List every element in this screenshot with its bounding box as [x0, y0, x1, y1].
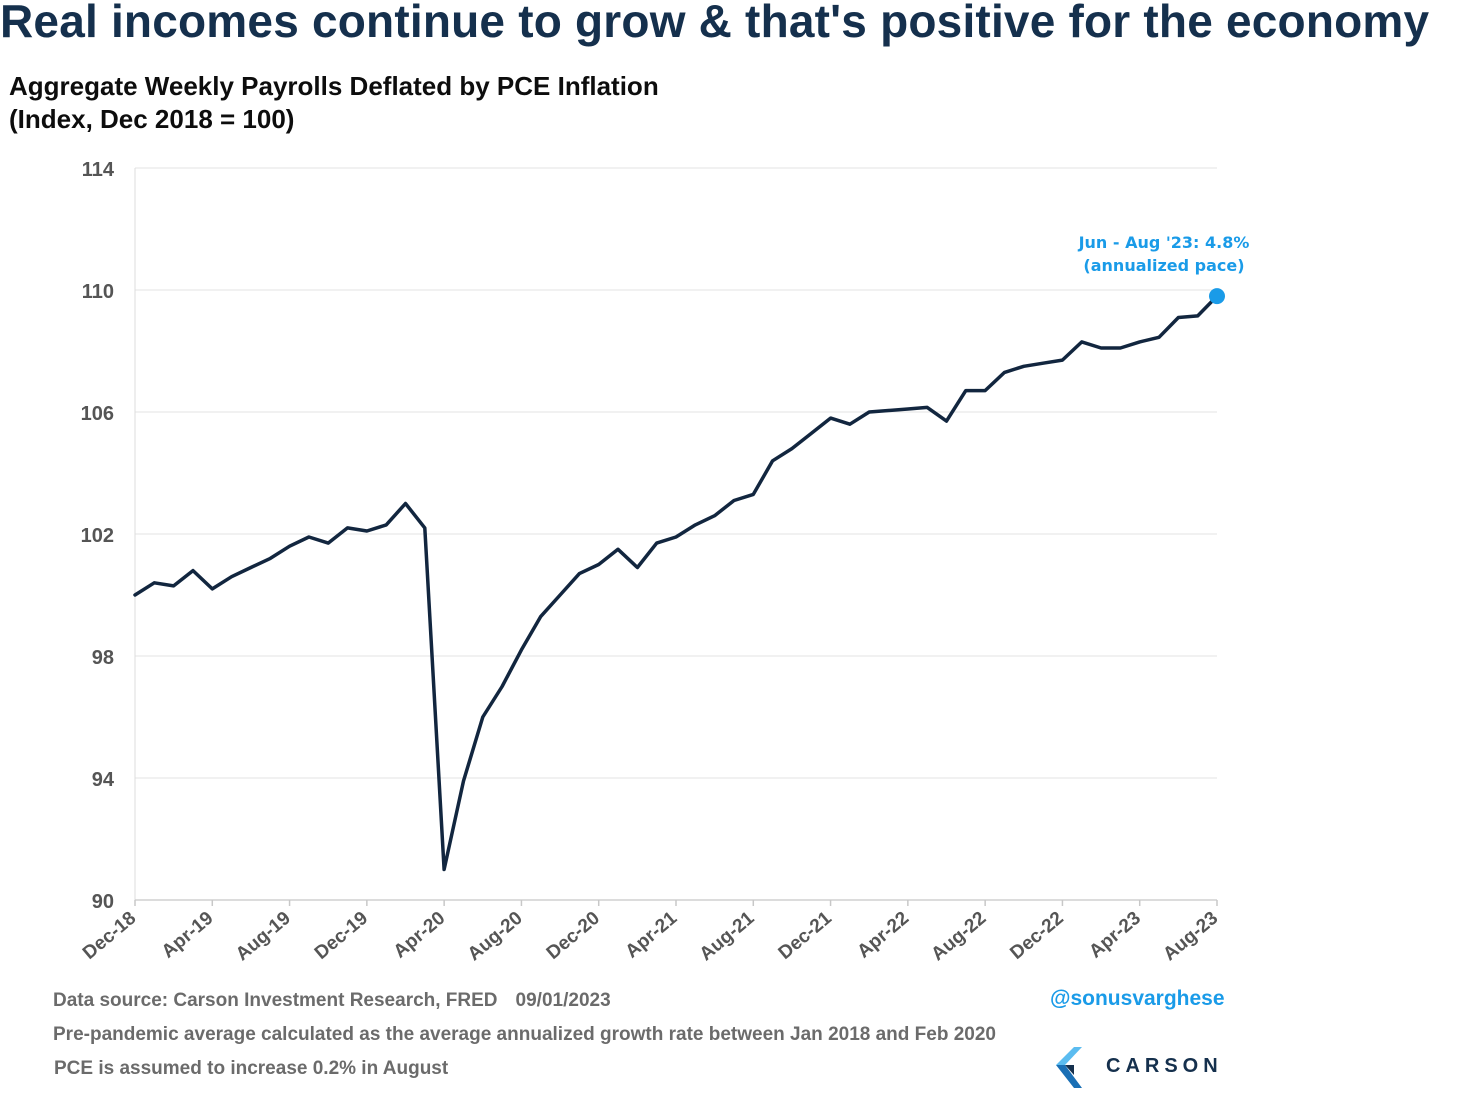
y-tick-label: 90	[92, 891, 114, 913]
series	[133, 288, 1225, 872]
x-tick-label: Apr-23	[1085, 908, 1145, 963]
y-tick-label: 106	[81, 403, 114, 425]
carson-logo-icon	[1056, 1047, 1082, 1088]
author-handle: @sonusvarghese	[1050, 987, 1225, 1010]
x-tick-label: Dec-22	[1006, 908, 1067, 964]
logo-wordmark: CARSON	[1106, 1055, 1223, 1077]
x-tick-label: Aug-21	[696, 907, 759, 965]
y-tick-label: 94	[92, 769, 115, 791]
x-tick-label: Aug-20	[464, 908, 527, 965]
annotation-line-2: (annualized pace)	[1083, 256, 1244, 275]
x-tick-label: Aug-23	[1159, 908, 1222, 965]
x-tick-label: Apr-20	[390, 908, 450, 963]
source-text: Data source: Carson Investment Research,…	[53, 990, 498, 1011]
x-tick-label: Aug-22	[928, 908, 991, 965]
x-tick-label: Apr-21	[622, 907, 682, 962]
x-tick-label: Dec-21	[775, 907, 837, 963]
y-axis-ticks: 114 110 106 102 98 94 90	[81, 159, 115, 913]
annotation-line-1: Jun - Aug '23: 4.8%	[1078, 233, 1250, 252]
y-tick-label: 110	[82, 281, 114, 303]
y-tick-label: 98	[92, 647, 114, 669]
x-axis-ticks: Dec-18 Apr-19 Aug-19 Dec-19 Apr-20 Aug-20 Dec-…	[79, 900, 1222, 965]
x-tick-label: Apr-19	[158, 908, 218, 963]
highlight-point	[1209, 288, 1225, 305]
x-tick-label: Dec-18	[79, 908, 140, 964]
headline: Real incomes continue to grow & that's p…	[0, 0, 1430, 47]
footer-note-1: Pre-pandemic average calculated as the a…	[53, 1024, 996, 1045]
gridlines	[135, 167, 1217, 779]
chart-title: Aggregate Weekly Payrolls Deflated by PC…	[9, 71, 659, 101]
y-tick-label: 114	[82, 159, 115, 181]
x-tick-label: Dec-20	[543, 908, 604, 964]
series-line	[133, 294, 1219, 872]
x-tick-label: Dec-19	[311, 908, 372, 964]
source-date: 09/01/2023	[515, 990, 611, 1011]
x-tick-label: Aug-19	[232, 908, 295, 965]
x-tick-label: Apr-22	[853, 908, 913, 963]
chart-subtitle: (Index, Dec 2018 = 100)	[9, 104, 295, 134]
footer-note-2: PCE is assumed to increase 0.2% in Augus…	[54, 1058, 449, 1079]
chart-title-block: Aggregate Weekly Payrolls Deflated by PC…	[9, 70, 659, 136]
y-tick-label: 102	[81, 525, 114, 547]
footer-source: Data source: Carson Investment Research,…	[53, 990, 611, 1012]
annotation: Jun - Aug '23: 4.8% (annualized pace)	[1078, 233, 1250, 275]
